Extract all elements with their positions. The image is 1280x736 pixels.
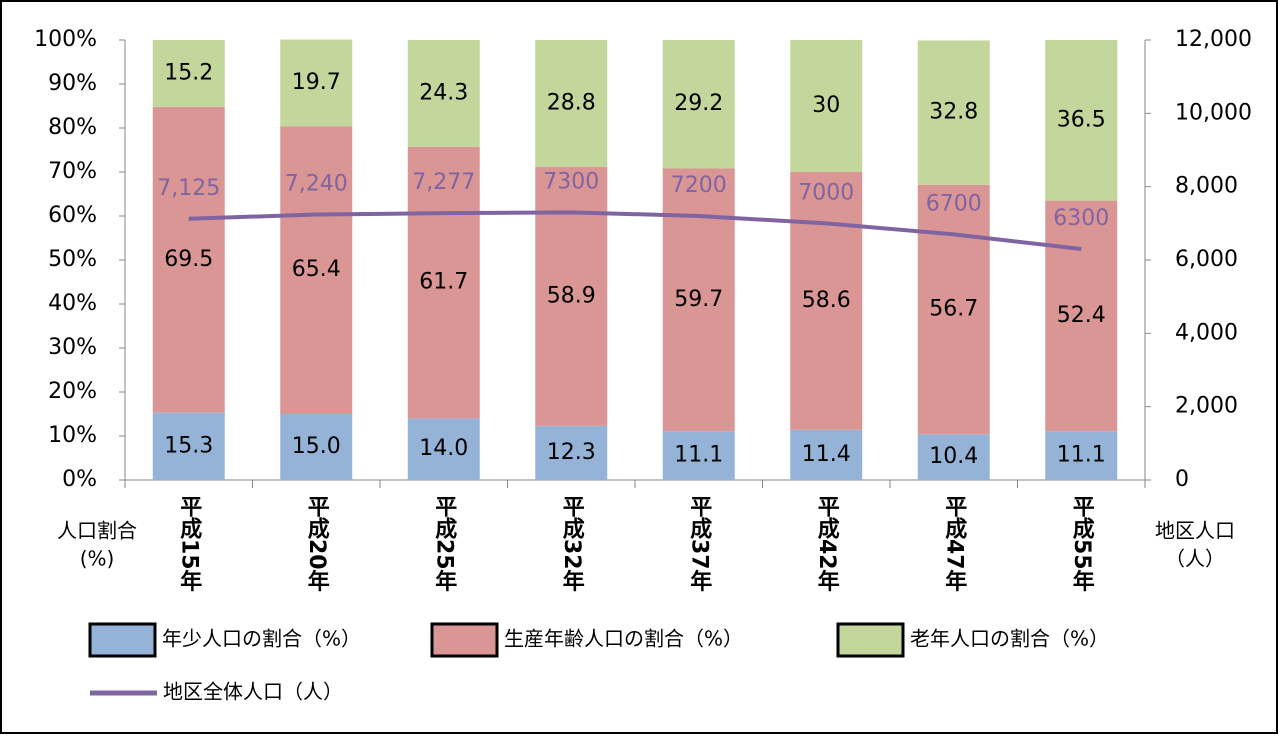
bar-segment [1045,40,1118,201]
y2-tick-label: 4,000 [1175,320,1238,345]
data-label: 12.3 [547,440,596,465]
y2-tick-label: 6,000 [1175,247,1238,272]
y-tick-label: 10% [48,423,97,448]
y-tick-label: 60% [48,203,97,228]
bar-segment [280,126,353,415]
bar-segment [790,429,863,480]
bar-segment [280,39,353,127]
y-tick-label: 100% [34,27,97,52]
y-tick-label: 30% [48,335,97,360]
line-data-label: 7200 [671,173,727,198]
data-label: 11.1 [674,443,723,468]
data-label: 29.2 [674,91,723,116]
data-label: 69.5 [164,247,213,272]
data-label: 61.7 [419,270,468,295]
data-label: 52.4 [1057,303,1106,328]
y2-tick-label: 12,000 [1175,27,1252,52]
data-label: 28.8 [547,90,596,115]
data-label: 65.4 [292,257,341,282]
bar-segment [790,172,863,430]
data-label: 14.0 [419,436,468,461]
bar-segment [917,434,990,480]
x-tick-label: 平成32年 [559,495,585,592]
y-tick-label: 70% [48,159,97,184]
y2-tick-label: 2,000 [1175,394,1238,419]
legend-swatch [430,622,499,658]
data-label: 15.0 [292,434,341,459]
bar-segment [662,431,735,480]
y-axis-label: 人口割合 [57,519,137,543]
bar-segment [917,184,990,435]
data-label: 36.5 [1057,107,1106,132]
legend-label: 地区全体人口（人） [163,680,343,704]
legend-swatch [88,622,157,658]
bar-segment [662,40,735,169]
data-label: 56.7 [929,297,978,322]
data-label: 19.7 [292,70,341,95]
x-tick-label: 平成42年 [814,495,840,592]
y-tick-label: 0% [62,467,97,492]
line-data-label: 6300 [1053,206,1109,231]
data-label: 15.2 [164,60,213,85]
bar-segment [280,414,353,480]
line-data-label: 7,240 [285,172,348,197]
data-label: 58.6 [802,288,851,313]
data-label: 11.1 [1057,443,1106,468]
bar-segment [917,40,990,185]
data-label: 15.3 [164,433,213,458]
data-label: 10.4 [929,444,978,469]
bar-segment [152,412,225,480]
bar-segment [662,168,735,432]
data-label: 32.8 [929,100,978,125]
bar-segment [535,166,608,426]
x-tick-label: 平成47年 [941,495,967,592]
data-label: 58.9 [547,283,596,308]
y2-axis-label: （人） [1165,547,1225,571]
y-tick-label: 50% [48,247,97,272]
x-tick-label: 平成25年 [431,495,457,592]
y-tick-label: 80% [48,115,97,140]
x-tick-label: 平成55年 [1069,495,1095,592]
legend-label: 年少人口の割合（%） [162,627,361,651]
bar-segment [407,418,480,480]
y-tick-label: 90% [48,71,97,96]
data-label: 11.4 [802,442,851,467]
legend-swatch [836,622,905,658]
y2-tick-label: 0 [1175,467,1189,492]
bar-segment [152,106,225,413]
x-tick-label: 平成20年 [304,495,330,592]
bar-segment [790,40,863,172]
bar-segment [152,40,225,107]
y2-tick-label: 10,000 [1175,100,1252,125]
bar-segment [535,425,608,480]
data-label: 59.7 [674,287,723,312]
legend-label: 老年人口の割合（%） [910,627,1109,651]
bar-segment [535,40,608,167]
y2-axis-label: 地区人口 [1155,519,1235,543]
line-data-label: 7,125 [157,176,220,201]
data-label: 30 [812,93,840,118]
y-tick-label: 20% [48,379,97,404]
line-data-label: 7300 [543,169,599,194]
data-label: 24.3 [419,80,468,105]
bar-segment [1045,431,1118,480]
y2-tick-label: 8,000 [1175,174,1238,199]
line-data-label: 7,277 [412,170,475,195]
line-data-label: 6700 [926,191,982,216]
bar-segment [407,146,480,419]
line-data-label: 7000 [798,180,854,205]
bar-segment [407,40,480,147]
bar-segment [1045,200,1118,432]
y-axis-label: (%) [80,547,115,571]
legend-label: 生産年齢人口の割合（%） [504,627,743,651]
line-series [188,210,1082,251]
x-tick-label: 平成37年 [686,495,712,592]
x-tick-label: 平成15年 [176,495,202,592]
y-tick-label: 40% [48,291,97,316]
